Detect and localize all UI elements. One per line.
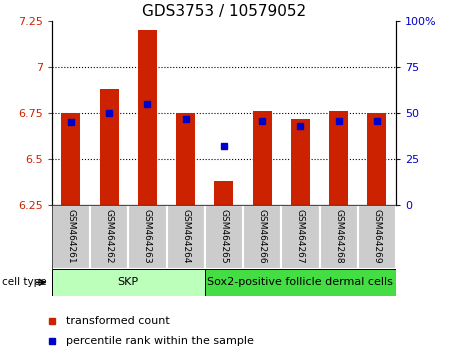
Bar (329, 112, 348, 205)
Bar (252, 112, 272, 205)
Text: transformed count: transformed count (66, 316, 170, 326)
Text: GSM464269: GSM464269 (373, 209, 382, 263)
Bar (128, 205, 166, 269)
Text: GSM464265: GSM464265 (220, 209, 228, 263)
Bar (291, 119, 310, 205)
Bar (205, 205, 243, 269)
Text: GSM464267: GSM464267 (296, 209, 305, 263)
Text: Sox2-positive follicle dermal cells: Sox2-positive follicle dermal cells (207, 277, 393, 287)
Bar (52, 205, 90, 269)
Text: GSM464266: GSM464266 (257, 209, 266, 263)
Bar (52, 269, 205, 296)
Bar (243, 205, 281, 269)
Title: GDS3753 / 10579052: GDS3753 / 10579052 (142, 4, 306, 19)
Bar (176, 113, 195, 205)
Text: GSM464264: GSM464264 (181, 209, 190, 263)
Text: cell type: cell type (2, 277, 47, 287)
Text: percentile rank within the sample: percentile rank within the sample (66, 336, 254, 346)
Bar (358, 205, 396, 269)
Bar (99, 89, 119, 205)
Bar (90, 205, 128, 269)
Text: GSM464262: GSM464262 (104, 209, 113, 263)
Bar (281, 205, 320, 269)
Bar (138, 30, 157, 205)
Bar (205, 269, 396, 296)
Text: SKP: SKP (118, 277, 139, 287)
Bar (214, 181, 234, 205)
Bar (61, 113, 81, 205)
Bar (320, 205, 358, 269)
Text: GSM464263: GSM464263 (143, 209, 152, 263)
Text: GSM464261: GSM464261 (67, 209, 76, 263)
Bar (367, 113, 387, 205)
Bar (166, 205, 205, 269)
Text: GSM464268: GSM464268 (334, 209, 343, 263)
